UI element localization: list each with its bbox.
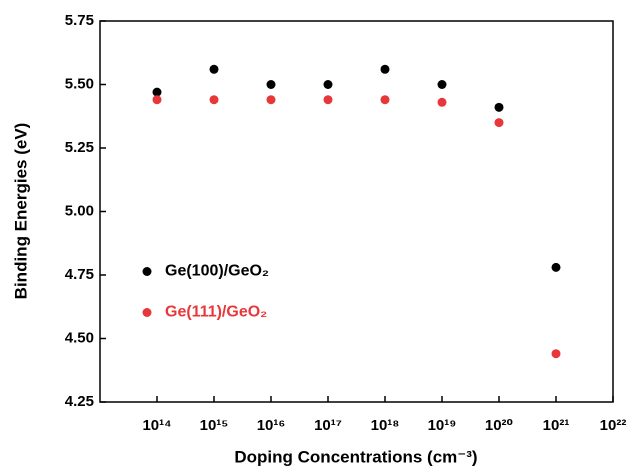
data-point [209, 64, 219, 74]
y-tick-label: 4.50 [65, 329, 94, 346]
data-point [551, 349, 561, 359]
x-tick-label: 10²⁰ [485, 417, 513, 434]
data-point [152, 95, 162, 105]
y-tick-label: 5.75 [65, 12, 94, 29]
x-tick-label: 10¹⁴ [142, 417, 171, 434]
x-tick-label: 10²² [600, 417, 627, 434]
legend-marker [142, 267, 152, 276]
x-tick-label: 10¹⁹ [428, 417, 457, 434]
plot-frame [99, 20, 614, 403]
y-axis-title: Binding Energies (eV) [11, 123, 30, 300]
legend-label: Ge(100)/GeO₂ [165, 263, 269, 280]
data-point [323, 80, 333, 89]
data-point [494, 102, 504, 112]
legend-label: Ge(111)/GeO₂ [165, 304, 267, 321]
y-tick-label: 4.25 [65, 393, 94, 410]
data-point [437, 80, 447, 89]
data-point [551, 262, 561, 272]
data-point [266, 95, 276, 105]
y-tick-label: 5.00 [65, 202, 94, 219]
data-point [323, 95, 333, 105]
y-tick-label: 5.50 [65, 75, 94, 92]
data-point [380, 64, 390, 74]
data-point [437, 97, 447, 107]
x-tick-label: 10²¹ [543, 417, 570, 434]
data-point [266, 80, 276, 89]
x-axis-title: Doping Concentrations (cm⁻³) [234, 447, 477, 466]
x-tick-label: 10¹⁵ [200, 417, 229, 434]
y-tick-label: 5.25 [65, 139, 94, 156]
data-point [380, 95, 390, 105]
x-tick-label: 10¹⁸ [371, 417, 400, 434]
legend-marker [142, 308, 152, 317]
data-point [152, 87, 162, 97]
data-point [209, 95, 219, 105]
data-point [494, 118, 504, 128]
x-tick-label: 10¹⁶ [257, 417, 286, 434]
x-tick-label: 10¹⁷ [314, 417, 342, 434]
y-tick-label: 4.75 [65, 266, 94, 283]
